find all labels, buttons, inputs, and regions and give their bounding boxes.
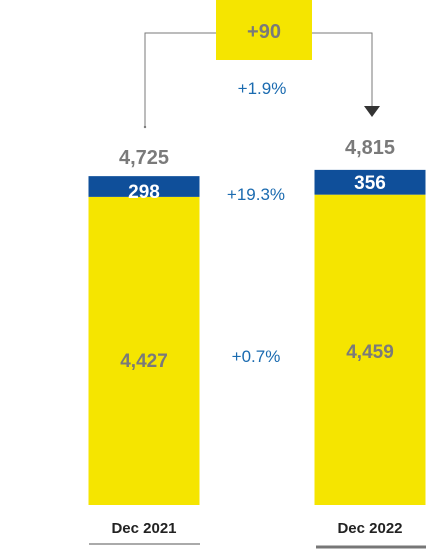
- segment-label-dec-2022-base: 4,459: [346, 342, 394, 363]
- connector-start-dot: [143, 125, 147, 129]
- bar-dec-2021-top: [88, 176, 200, 197]
- segment-label-dec-2022-top: 356: [354, 173, 386, 194]
- category-label-dec-2021: Dec 2021: [111, 520, 176, 537]
- change-badge: [216, 0, 312, 60]
- connector-left-line: [144, 32, 216, 127]
- category-label-dec-2022: Dec 2022: [337, 520, 402, 537]
- growth-label-top-segment: +19.3%: [227, 185, 285, 204]
- bar-dec-2022-base: [314, 194, 426, 505]
- total-label-dec-2022: 4,815: [345, 137, 395, 159]
- segment-label-dec-2021-top: 298: [128, 182, 160, 203]
- connector-arrow-icon: [364, 106, 380, 117]
- bar-group: [88, 169, 426, 505]
- bar-dec-2022-top: [314, 169, 426, 195]
- total-label-dec-2021: 4,725: [119, 147, 169, 169]
- segment-label-dec-2021-base: 4,427: [120, 351, 168, 372]
- growth-label-base-segment: +0.7%: [232, 347, 281, 366]
- connector-right-line: [312, 32, 373, 108]
- change-connector: [143, 32, 380, 129]
- change-badge-label: +90: [247, 21, 281, 43]
- change-percent-label: +1.9%: [238, 79, 287, 98]
- bar-dec-2021-base: [88, 196, 200, 505]
